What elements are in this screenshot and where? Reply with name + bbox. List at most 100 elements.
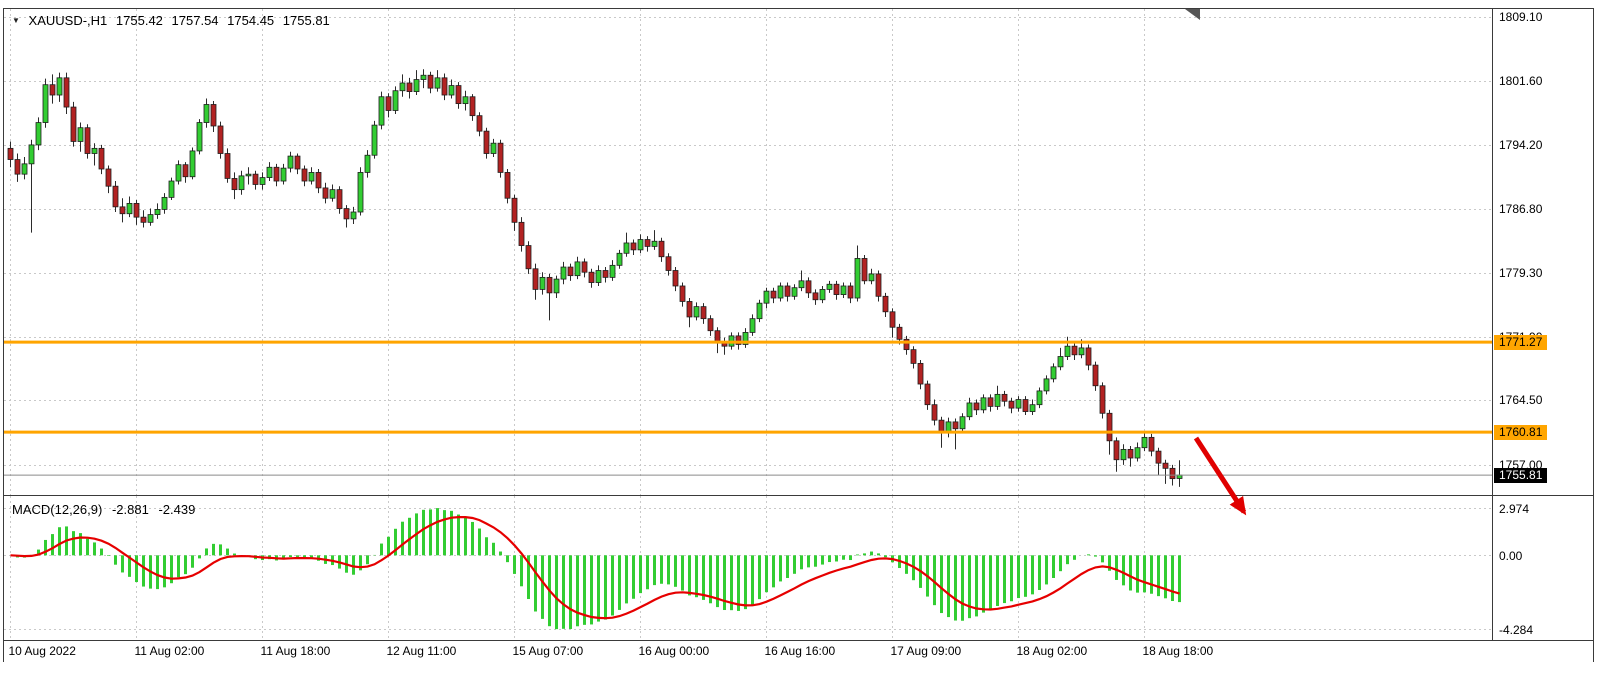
macd-bar [779, 555, 782, 581]
bear-candle [505, 172, 510, 198]
price-pane[interactable] [4, 9, 1492, 495]
bear-candle [1086, 348, 1091, 365]
macd-bar [1031, 555, 1034, 594]
macd-indicator-label: MACD(12,26,9) -2.881 -2.439 [12, 502, 201, 517]
bear-candle [183, 165, 188, 177]
bear-candle [1170, 468, 1175, 478]
bear-candle [99, 148, 104, 169]
bull-candle [792, 288, 797, 297]
macd-bar [632, 555, 635, 598]
bear-candle [120, 207, 125, 214]
bull-candle [960, 417, 965, 429]
bear-candle [85, 128, 90, 154]
pane-separator[interactable] [4, 495, 1593, 496]
bull-candle [414, 80, 419, 92]
bull-candle [855, 258, 860, 298]
time-axis[interactable]: 10 Aug 202211 Aug 02:0011 Aug 18:0012 Au… [4, 640, 1593, 662]
bull-candle [463, 97, 468, 104]
bull-candle [78, 128, 83, 142]
bear-candle [442, 78, 447, 95]
time-axis-label: 11 Aug 18:00 [261, 644, 331, 658]
macd-bar [737, 555, 740, 611]
bull-candle [365, 155, 370, 172]
symbol-period-label: XAUUSD-,H1 [29, 13, 108, 28]
bull-candle [596, 270, 601, 282]
bull-candle [358, 172, 363, 212]
bull-candle [372, 125, 377, 155]
macd-bar [205, 548, 208, 555]
macd-bar [793, 555, 796, 573]
bull-candle [750, 319, 755, 333]
macd-histogram [16, 508, 1181, 629]
bear-candle [974, 403, 979, 410]
macd-bar [576, 555, 579, 626]
macd-bar [219, 544, 222, 555]
time-axis-label: 16 Aug 16:00 [765, 644, 836, 658]
bear-candle [687, 301, 692, 316]
bull-candle [1016, 400, 1021, 409]
bear-candle [1023, 400, 1028, 412]
price-axis-label: 1809.10 [1499, 10, 1542, 24]
macd-bar [821, 555, 824, 564]
macd-bar [597, 555, 600, 621]
macd-bar [996, 555, 999, 606]
bull-candle [764, 291, 769, 303]
bear-candle [953, 422, 958, 429]
bear-candle [64, 78, 69, 107]
bear-candle [526, 246, 531, 269]
time-axis-label: 15 Aug 07:00 [513, 644, 584, 658]
bull-candle [29, 145, 34, 164]
bear-candle [1163, 463, 1168, 468]
macd-bar [877, 553, 880, 555]
macd-bar [86, 539, 89, 556]
price-axis-label: 1801.60 [1499, 74, 1542, 88]
macd-bar [296, 555, 299, 557]
bear-candle [897, 327, 902, 339]
bear-candle [71, 107, 76, 141]
bear-candle [932, 405, 937, 420]
bull-candle [267, 167, 272, 177]
bull-candle [827, 284, 832, 289]
macd-bar [191, 555, 194, 567]
macd-bar [961, 555, 964, 620]
macd-bar [366, 555, 369, 564]
macd-name: MACD(12,26,9) [12, 502, 102, 517]
bull-candle [1051, 367, 1056, 379]
bull-candle [1142, 437, 1147, 447]
macd-bar [289, 555, 292, 557]
bear-candle [323, 188, 328, 198]
bear-candle [645, 240, 650, 247]
bear-candle [1002, 394, 1007, 401]
macd-bar [800, 555, 803, 569]
bull-candle [204, 104, 209, 122]
macd-bar [1136, 555, 1139, 592]
macd-bar [835, 555, 838, 561]
macd-bar [758, 555, 761, 599]
bull-candle [1135, 448, 1140, 458]
chart-shift-marker-icon[interactable] [1185, 9, 1201, 21]
macd-bar [807, 555, 810, 567]
bull-candle [379, 97, 384, 125]
bull-candle [393, 91, 398, 111]
macd-bar [226, 549, 229, 556]
bear-candle [848, 286, 853, 298]
time-axis-label: 12 Aug 11:00 [387, 644, 457, 658]
macd-bar [1052, 555, 1055, 578]
bull-candle [491, 143, 496, 153]
bull-candle [561, 267, 566, 279]
macd-bar [870, 552, 873, 556]
macd-axis-label: 2.974 [1499, 502, 1529, 516]
symbol-dropdown-icon[interactable]: ▼ [12, 16, 20, 25]
current-price-badge: 1755.81 [1494, 468, 1547, 483]
bull-candle [1037, 391, 1042, 405]
bull-candle [610, 265, 615, 277]
bear-candle [771, 291, 776, 298]
price-axis[interactable]: 1771.27 1760.81 1755.81 1809.101801.6017… [1492, 9, 1593, 640]
bear-candle [547, 277, 552, 292]
macd-bar [681, 555, 684, 590]
macd-bar [51, 534, 54, 555]
bear-candle [785, 286, 790, 296]
macd-bar [786, 555, 789, 578]
macd-pane[interactable] [4, 496, 1492, 640]
bear-candle [589, 272, 594, 282]
